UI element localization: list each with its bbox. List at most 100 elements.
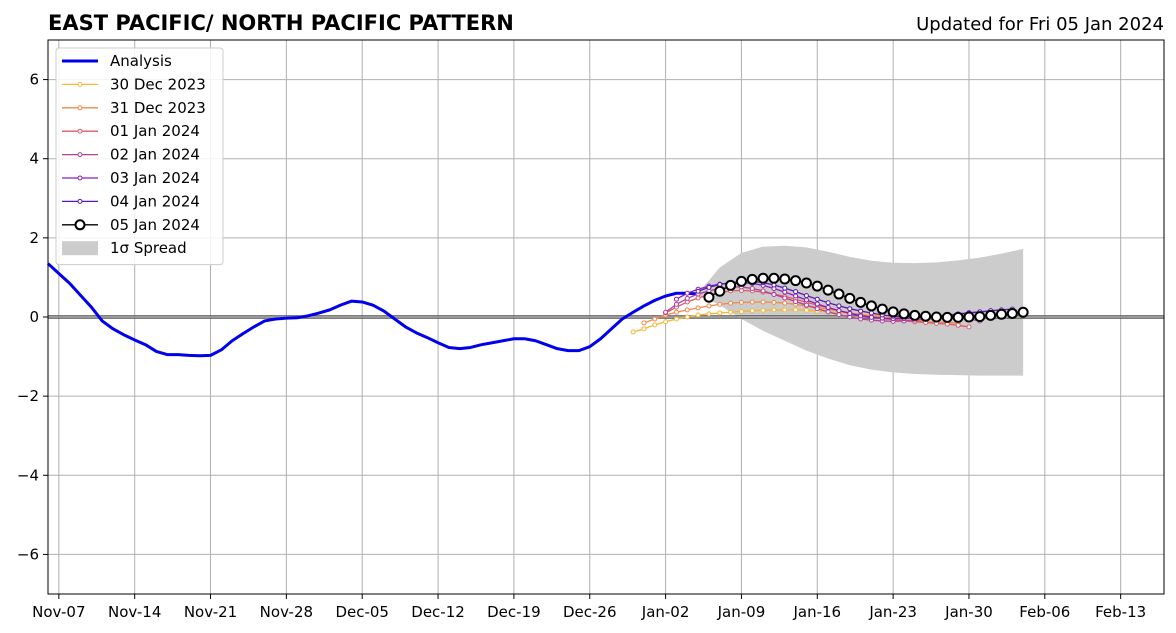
series-5-point xyxy=(803,297,809,303)
series-3-point xyxy=(695,295,701,301)
series-5-point xyxy=(684,290,690,296)
series-7-point xyxy=(822,284,834,296)
series-5-point xyxy=(782,289,788,295)
series-7-point xyxy=(985,309,997,321)
legend-item: 02 Jan 2024 xyxy=(62,146,200,164)
y-tick-label: 4 xyxy=(29,150,39,168)
series-7-point xyxy=(974,311,986,323)
legend-swatch xyxy=(62,241,98,256)
series-5-point xyxy=(793,293,799,299)
legend-label: 03 Jan 2024 xyxy=(110,169,200,187)
legend-label: 30 Dec 2023 xyxy=(110,75,206,93)
series-2-point xyxy=(684,307,690,313)
series-7-point xyxy=(920,310,932,322)
series-5-point xyxy=(836,308,842,314)
legend-marker xyxy=(77,128,83,134)
series-1-point xyxy=(728,309,734,315)
series-5-point xyxy=(868,314,874,320)
series-1-point xyxy=(695,312,701,318)
series-7-point xyxy=(1017,306,1029,318)
series-7-point xyxy=(930,311,942,323)
x-tick-label: Jan-02 xyxy=(641,603,690,621)
chart-subtitle: Updated for Fri 05 Jan 2024 xyxy=(916,14,1164,35)
series-2-point xyxy=(717,301,723,307)
series-7-point xyxy=(865,300,877,312)
series-2-point xyxy=(738,299,744,305)
legend-label: 01 Jan 2024 xyxy=(110,122,200,140)
series-6-point xyxy=(858,308,864,314)
series-1-point xyxy=(793,307,799,313)
legend-item: 30 Dec 2023 xyxy=(62,75,206,93)
series-4-point xyxy=(663,309,669,315)
series-5-point xyxy=(858,313,864,319)
series-6-point xyxy=(868,310,874,316)
series-7-point xyxy=(746,273,758,285)
series-7-point xyxy=(941,311,953,323)
series-7-point xyxy=(995,308,1007,320)
series-4-point xyxy=(803,302,809,308)
x-tick-label: Nov-28 xyxy=(260,603,313,621)
legend-item: Analysis xyxy=(62,52,172,70)
series-6-point xyxy=(695,288,701,294)
legend-item: 1σ Spread xyxy=(62,239,187,257)
series-6-point xyxy=(836,303,842,309)
y-tick-label: −6 xyxy=(17,545,39,563)
series-3-point xyxy=(955,322,961,328)
series-4-point xyxy=(749,286,755,292)
x-tick-label: Nov-14 xyxy=(108,603,161,621)
series-6-point xyxy=(847,306,853,312)
series-7-point xyxy=(790,275,802,287)
legend-item: 01 Jan 2024 xyxy=(62,122,200,140)
legend-label: 02 Jan 2024 xyxy=(110,146,200,164)
y-tick-label: 0 xyxy=(29,308,39,326)
series-7-point xyxy=(703,291,715,303)
legend-item: 05 Jan 2024 xyxy=(62,216,200,234)
series-7-point xyxy=(855,296,867,308)
legend-marker xyxy=(77,152,83,158)
series-layer xyxy=(46,262,1029,358)
series-4-point xyxy=(793,299,799,305)
series-7 xyxy=(703,272,1029,323)
series-1-point xyxy=(738,308,744,314)
series-7-point xyxy=(952,311,964,323)
series-2-point xyxy=(771,299,777,305)
y-axis: −6 −4 −2 0 2 4 6 xyxy=(17,71,48,563)
series-2-point xyxy=(695,305,701,311)
series-4-point xyxy=(825,309,831,315)
x-tick-label: Feb-06 xyxy=(1019,603,1070,621)
y-tick-label: −2 xyxy=(17,387,39,405)
series-2-point xyxy=(760,299,766,305)
series-7-point xyxy=(768,272,780,284)
legend-label: 05 Jan 2024 xyxy=(110,216,200,234)
series-7-point xyxy=(800,277,812,289)
series-3-point xyxy=(966,324,972,330)
series-0 xyxy=(46,262,699,358)
series-1-point xyxy=(673,316,679,322)
series-1-point xyxy=(684,314,690,320)
legend: Analysis 30 Dec 2023 31 Dec 2023 01 Jan 202… xyxy=(55,47,224,266)
series-4-point xyxy=(814,306,820,312)
series-5-point xyxy=(673,296,679,302)
x-tick-label: Nov-07 xyxy=(32,603,85,621)
series-6-point xyxy=(782,285,788,291)
x-tick-label: Feb-13 xyxy=(1095,603,1146,621)
series-2-point xyxy=(728,300,734,306)
series-1-point xyxy=(749,308,755,314)
series-2-point xyxy=(673,309,679,315)
series-1-point xyxy=(641,326,647,332)
legend-label: 31 Dec 2023 xyxy=(110,99,206,117)
legend-marker xyxy=(77,81,83,87)
series-2-point xyxy=(782,300,788,306)
series-6-point xyxy=(825,300,831,306)
legend-label: 04 Jan 2024 xyxy=(110,192,200,210)
series-1-point xyxy=(630,329,636,335)
series-7-point xyxy=(735,275,747,287)
series-7-point xyxy=(909,309,921,321)
legend-item: 31 Dec 2023 xyxy=(62,99,206,117)
legend-label: Analysis xyxy=(110,52,172,70)
series-7-point xyxy=(833,288,845,300)
series-7-point xyxy=(963,311,975,323)
legend-label: 1σ Spread xyxy=(110,239,187,257)
y-tick-label: 2 xyxy=(29,229,39,247)
